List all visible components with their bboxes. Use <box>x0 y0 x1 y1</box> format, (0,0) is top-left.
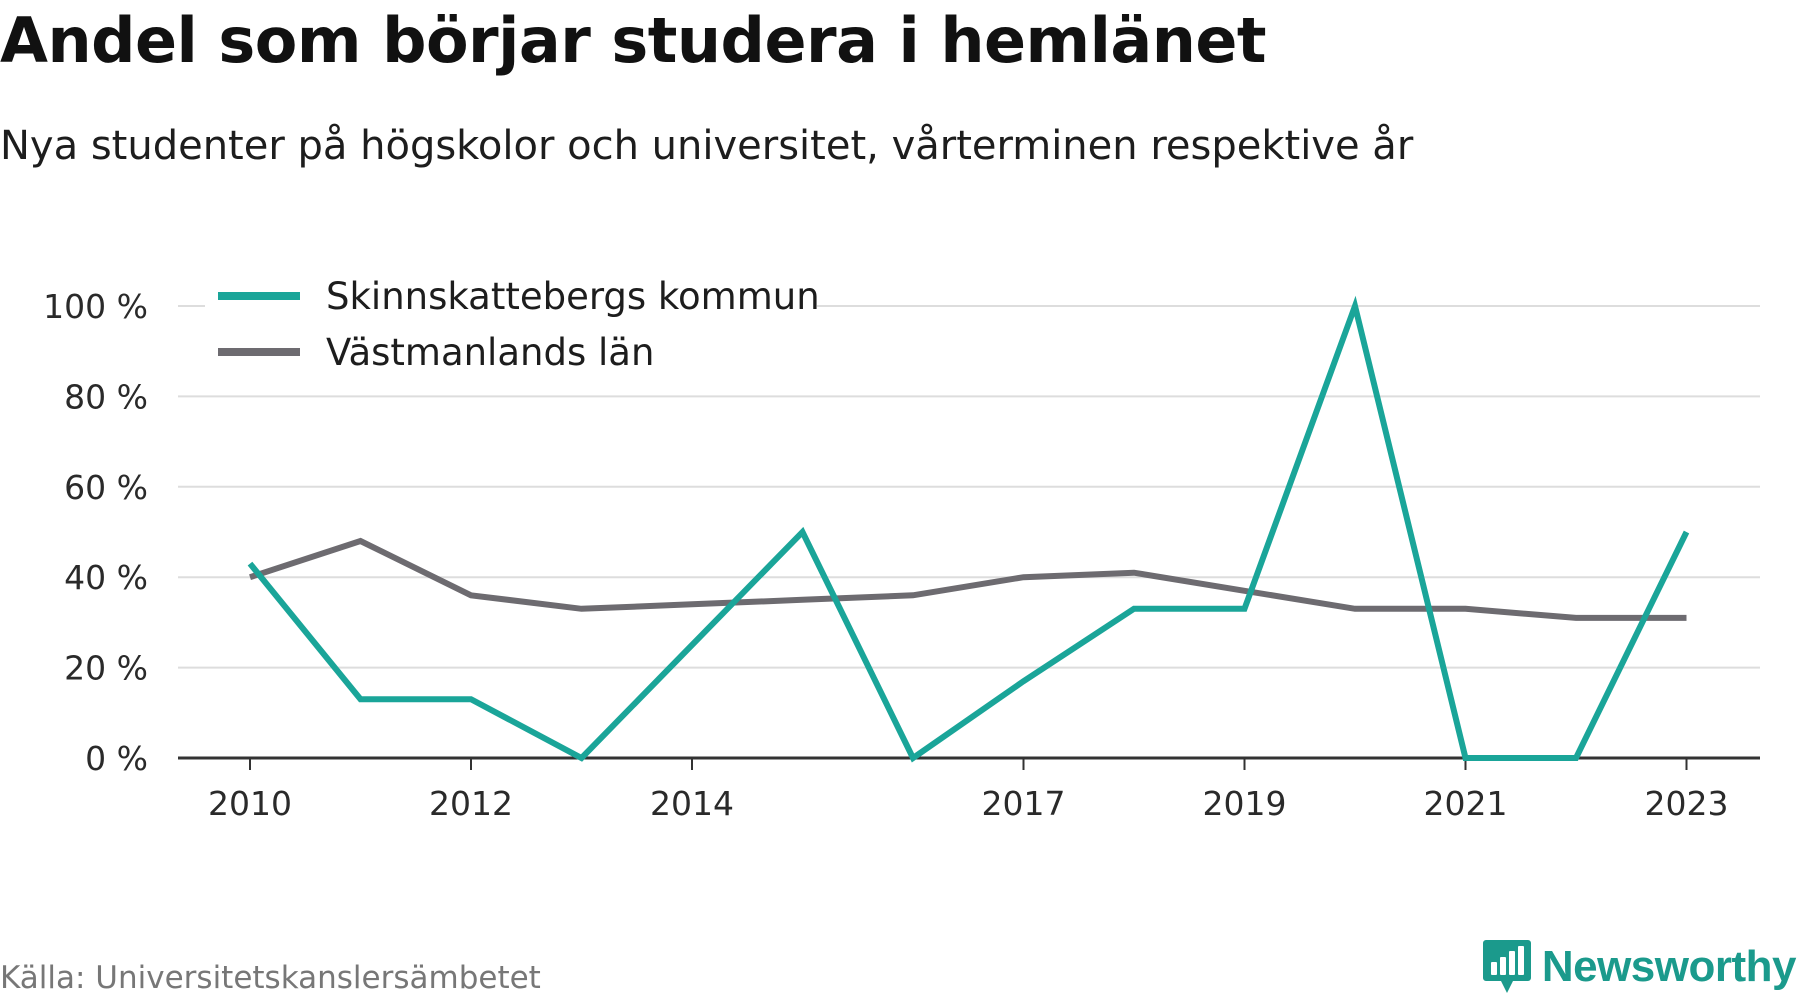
x-tick-label: 2023 <box>1645 784 1729 823</box>
x-tick-label: 2010 <box>208 784 292 823</box>
series-lines <box>247 295 1690 763</box>
y-tick-label: 20 % <box>64 649 148 688</box>
y-tick-label: 40 % <box>64 558 148 597</box>
x-tick-label: 2017 <box>982 784 1066 823</box>
brand-name: Newsworthy <box>1541 942 1797 991</box>
y-tick-label: 0 % <box>85 739 148 778</box>
chart-subtitle: Nya studenter på högskolor och universit… <box>0 123 1414 169</box>
axes: 0 % 20 % 40 % 60 % 80 % 100 % 2010 2012 2014 2017… <box>43 287 1760 823</box>
legend-label: Skinnskattebergs kommun <box>326 275 820 318</box>
chart-title: Andel som börjar studera i hemlänet <box>0 4 1267 77</box>
legend-label: Västmanlands län <box>326 331 654 374</box>
brand-logo: Newsworthy <box>1482 938 1797 996</box>
y-tick-label: 100 % <box>43 287 148 326</box>
x-tick-label: 2012 <box>429 784 513 823</box>
series-line <box>247 295 1690 763</box>
x-tick-label: 2014 <box>650 784 734 823</box>
x-tick-label: 2019 <box>1203 784 1287 823</box>
y-tick-label: 60 % <box>64 468 148 507</box>
source-note: Källa: Universitetskanslersämbetet <box>0 960 541 996</box>
series-line <box>249 537 1687 621</box>
x-tick-label: 2021 <box>1424 784 1508 823</box>
y-tick-label: 80 % <box>64 377 148 416</box>
legend-background <box>205 268 817 380</box>
bar-chart-speech-bubble-icon <box>1482 940 1531 993</box>
legend: Skinnskattebergs kommun Västmanlands län <box>205 268 820 380</box>
